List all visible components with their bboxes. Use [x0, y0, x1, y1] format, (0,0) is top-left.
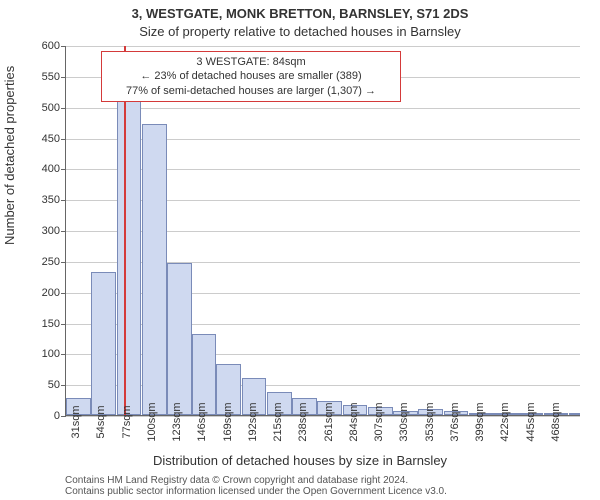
ytick-label: 600 [42, 40, 60, 52]
xtick-label: 77sqm [121, 405, 133, 438]
ytick-mark [61, 385, 66, 386]
xtick-label: 123sqm [171, 402, 183, 441]
plot-area: 05010015020025030035040045050055060031sq… [65, 46, 580, 416]
gridline-h [66, 108, 580, 109]
gridline-h [66, 46, 580, 47]
ytick-label: 450 [42, 133, 60, 145]
ytick-mark [61, 416, 66, 417]
xtick-label: 376sqm [449, 402, 461, 441]
y-axis-label: Number of detached properties [2, 66, 17, 245]
xtick-label: 330sqm [398, 402, 410, 441]
xtick-label: 261sqm [323, 402, 335, 441]
ytick-label: 50 [48, 379, 60, 391]
ytick-label: 100 [42, 348, 60, 360]
ytick-label: 500 [42, 102, 60, 114]
chart-title-address: 3, WESTGATE, MONK BRETTON, BARNSLEY, S71… [0, 6, 600, 21]
x-axis-label: Distribution of detached houses by size … [0, 453, 600, 468]
xtick-label: 307sqm [373, 402, 385, 441]
ytick-mark [61, 200, 66, 201]
footer-line2: Contains public sector information licen… [65, 486, 447, 497]
xtick-label: 399sqm [474, 402, 486, 441]
ytick-mark [61, 139, 66, 140]
xtick-label: 169sqm [222, 402, 234, 441]
ytick-mark [61, 293, 66, 294]
histogram-bar [167, 263, 192, 415]
annotation-line3: 77% of semi-detached houses are larger (… [108, 84, 394, 98]
xtick-label: 146sqm [196, 402, 208, 441]
annotation-box: 3 WESTGATE: 84sqm ← 23% of detached hous… [101, 51, 401, 102]
chart-root: { "chart": { "type": "histogram", "title… [0, 0, 600, 500]
xtick-label: 192sqm [247, 402, 259, 441]
ytick-label: 200 [42, 287, 60, 299]
ytick-label: 150 [42, 318, 60, 330]
footer-attribution: Contains HM Land Registry data © Crown c… [65, 475, 447, 497]
annotation-line2: ← 23% of detached houses are smaller (38… [108, 69, 394, 83]
ytick-label: 250 [42, 256, 60, 268]
xtick-label: 353sqm [424, 402, 436, 441]
ytick-label: 400 [42, 163, 60, 175]
xtick-label: 54sqm [95, 405, 107, 438]
ytick-mark [61, 231, 66, 232]
ytick-mark [61, 354, 66, 355]
xtick-label: 238sqm [297, 402, 309, 441]
histogram-bar [142, 124, 167, 415]
ytick-mark [61, 169, 66, 170]
ytick-mark [61, 324, 66, 325]
ytick-mark [61, 262, 66, 263]
ytick-label: 550 [42, 71, 60, 83]
footer-line1: Contains HM Land Registry data © Crown c… [65, 475, 447, 486]
xtick-label: 31sqm [70, 405, 82, 438]
xtick-label: 468sqm [550, 402, 562, 441]
ytick-mark [61, 108, 66, 109]
chart-subtitle: Size of property relative to detached ho… [0, 24, 600, 39]
xtick-label: 445sqm [525, 402, 537, 441]
histogram-bar [569, 413, 581, 415]
histogram-bar [117, 92, 142, 415]
ytick-label: 300 [42, 225, 60, 237]
ytick-label: 350 [42, 194, 60, 206]
histogram-bar [91, 272, 116, 415]
ytick-mark [61, 46, 66, 47]
xtick-label: 284sqm [348, 402, 360, 441]
xtick-label: 422sqm [499, 402, 511, 441]
annotation-line1: 3 WESTGATE: 84sqm [108, 55, 394, 69]
ytick-mark [61, 77, 66, 78]
xtick-label: 215sqm [272, 402, 284, 441]
ytick-label: 0 [54, 410, 60, 422]
xtick-label: 100sqm [146, 402, 158, 441]
